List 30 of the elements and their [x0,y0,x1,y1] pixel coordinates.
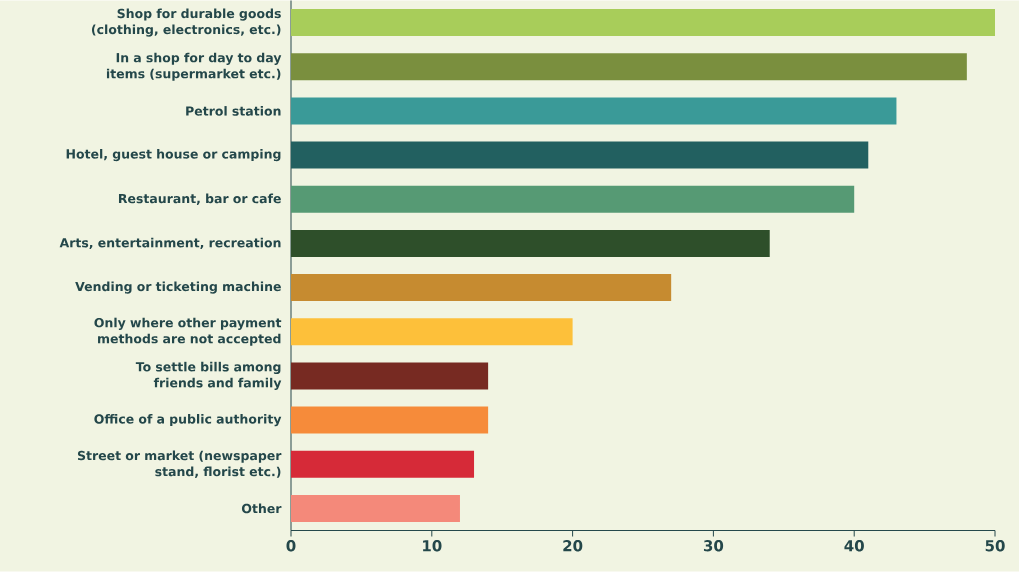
bar [291,53,967,81]
bar [291,230,770,258]
y-tick-label: Vending or ticketing machine [75,281,281,294]
y-tick-label: Only where other payment methods are not accepted [94,317,282,347]
y-tick-label: Restaurant, bar or cafe [118,193,281,206]
x-tick-label: 50 [985,540,1005,552]
y-tick-label: Office of a public authority [94,414,282,427]
bar [291,9,995,37]
bar [291,495,460,523]
x-tick-label: 10 [423,540,442,552]
y-tick-label: Shop for durable goods (clothing, electronics, etc.) [91,8,281,37]
x-tick-label: 40 [844,540,864,552]
x-tick-label: 20 [563,540,583,552]
bar [291,406,489,434]
y-tick-label: Petrol station [186,106,281,116]
bar [291,451,475,478]
y-tick-label: Street or market (newspaper stand, florist etc.) [77,450,282,479]
y-tick-label: In a shop for day to day items (supermarket etc.) [106,52,282,82]
y-tick-label: To settle bills among friends and family [135,362,282,391]
y-tick-label: Hotel, guest house or camping [66,149,281,162]
y-tick-label: Arts, entertainment, recreation [59,238,281,250]
x-tick-label: 30 [703,540,724,552]
y-tick-label: Other [241,503,282,514]
bar [291,97,897,125]
x-tick-label: 0 [286,540,296,552]
bar [291,318,573,346]
bar [291,141,869,169]
bar [291,362,489,390]
bar [291,274,672,302]
bar [291,186,855,213]
